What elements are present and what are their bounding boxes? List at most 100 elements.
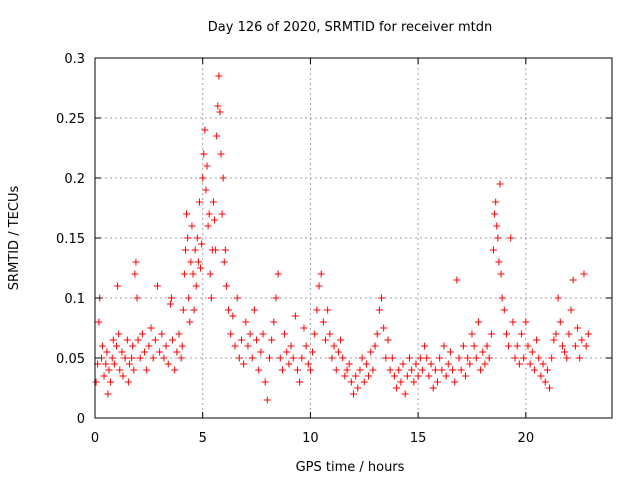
data-point [189, 270, 197, 278]
data-point [191, 246, 199, 254]
data-point [184, 234, 192, 242]
data-point [421, 342, 429, 350]
data-point [99, 342, 107, 350]
data-point [328, 354, 336, 362]
data-point [248, 354, 256, 362]
data-point [278, 366, 286, 374]
data-point [412, 360, 420, 368]
data-point [244, 342, 252, 350]
data-point [569, 276, 577, 284]
data-point [205, 210, 213, 218]
data-point [259, 330, 267, 338]
data-point [129, 342, 137, 350]
data-point [103, 348, 111, 356]
data-point [332, 366, 340, 374]
data-point [166, 300, 174, 308]
data-point [326, 330, 334, 338]
data-point [468, 330, 476, 338]
chart-title: Day 126 of 2020, SRMTID for receiver mtd… [208, 20, 492, 35]
data-point [455, 354, 463, 362]
data-point [185, 294, 193, 302]
data-point [104, 390, 112, 398]
data-point [192, 282, 200, 290]
data-point [507, 234, 515, 242]
data-point [408, 366, 416, 374]
data-point [187, 258, 195, 266]
data-point [362, 360, 370, 368]
data-point [365, 372, 373, 380]
data-point [289, 354, 297, 362]
data-point [118, 348, 126, 356]
data-point [311, 330, 319, 338]
data-point [285, 360, 293, 368]
data-point [371, 342, 379, 350]
data-point [425, 372, 433, 380]
data-point [276, 354, 284, 362]
data-point [209, 198, 217, 206]
data-point [219, 174, 227, 182]
data-point [133, 294, 141, 302]
data-point [524, 342, 532, 350]
data-point [406, 354, 414, 362]
data-point [128, 354, 136, 362]
data-point [218, 210, 226, 218]
data-point [283, 348, 291, 356]
data-point [337, 336, 345, 344]
data-point [216, 108, 224, 116]
data-point [313, 306, 321, 314]
data-point [125, 360, 133, 368]
data-point [178, 342, 186, 350]
data-point [134, 336, 142, 344]
data-point [180, 270, 188, 278]
data-point [261, 378, 269, 386]
data-point [198, 240, 206, 248]
data-point [474, 318, 482, 326]
data-point [565, 330, 573, 338]
data-point [539, 360, 547, 368]
data-point [138, 330, 146, 338]
data-point [324, 306, 332, 314]
data-point [403, 372, 411, 380]
data-point [528, 348, 536, 356]
data-point [169, 336, 177, 344]
data-point [453, 276, 461, 284]
data-point [164, 360, 172, 368]
data-point [95, 318, 103, 326]
data-point [505, 342, 513, 350]
data-point [119, 372, 127, 380]
data-point [215, 72, 223, 80]
data-point [123, 336, 131, 344]
axis-ticks: 0 0.05 0.1 0.15 0.2 0.25 0.3 0 5 10 15 20 [56, 52, 612, 446]
data-point [436, 354, 444, 362]
data-point [466, 360, 474, 368]
data-point [194, 258, 202, 266]
x-tick-label: 20 [518, 431, 535, 446]
data-point [554, 294, 562, 302]
data-point [115, 330, 123, 338]
data-point [481, 360, 489, 368]
data-point [179, 306, 187, 314]
data-point [237, 336, 245, 344]
data-point [509, 318, 517, 326]
data-point [156, 348, 164, 356]
data-point [105, 366, 113, 374]
data-point [160, 354, 168, 362]
data-point [401, 390, 409, 398]
data-point [543, 366, 551, 374]
data-point [263, 396, 271, 404]
data-point [212, 246, 220, 254]
y-tick-label: 0.15 [56, 232, 85, 247]
data-point [369, 366, 377, 374]
data-point [203, 162, 211, 170]
data-point [530, 366, 538, 374]
data-point [304, 360, 312, 368]
data-point [356, 366, 364, 374]
data-point [206, 270, 214, 278]
data-point [197, 264, 205, 272]
data-point [113, 342, 121, 350]
data-point [231, 342, 239, 350]
data-point [200, 150, 208, 158]
x-tick-label: 15 [410, 431, 427, 446]
data-point [395, 366, 403, 374]
data-point [293, 366, 301, 374]
